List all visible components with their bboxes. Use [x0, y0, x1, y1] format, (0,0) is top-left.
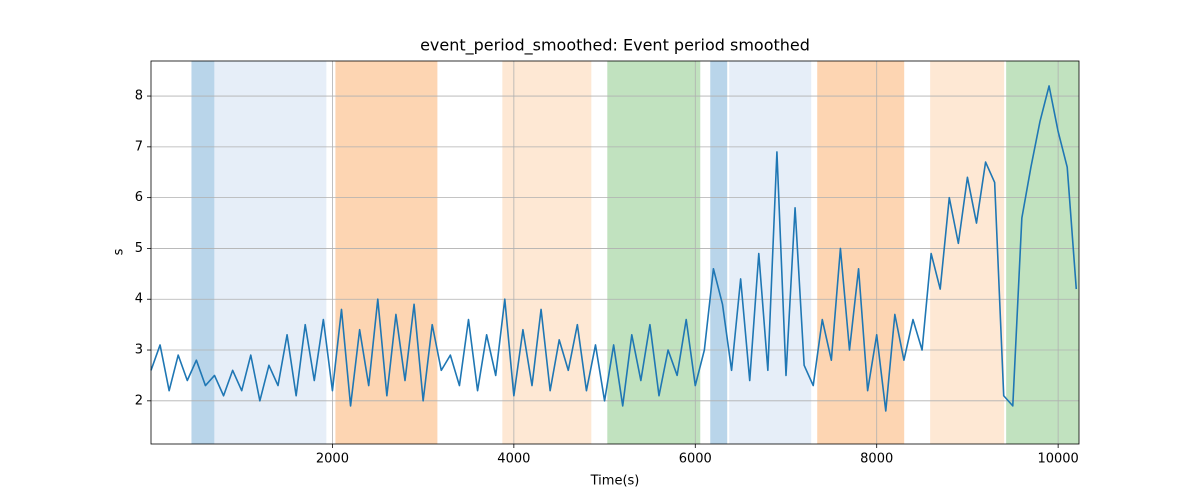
- grid: [151, 61, 1079, 444]
- span: [1006, 61, 1079, 444]
- y-axis-label: s: [112, 248, 127, 255]
- y-tick-label: 3: [135, 343, 143, 358]
- y-tick-label: 6: [135, 190, 143, 205]
- y-tick-label: 7: [135, 139, 143, 154]
- chart-title: event_period_smoothed: Event period smoo…: [420, 36, 810, 56]
- axes: 2000 4000 6000 8000 10000 2 3 4 5 6 7 8: [135, 60, 1080, 467]
- span: [607, 61, 701, 444]
- x-axis-label: Time(s): [590, 474, 640, 489]
- y-tick-label: 2: [135, 393, 143, 408]
- span: [191, 61, 215, 444]
- span: [214, 61, 327, 444]
- y-tick-label: 4: [135, 292, 143, 307]
- x-tick-label: 8000: [860, 452, 893, 467]
- x-tick-label: 6000: [679, 452, 712, 467]
- span: [930, 61, 1005, 444]
- y-tick-label: 8: [135, 89, 143, 104]
- plot-frame: [150, 60, 1080, 445]
- span: [502, 61, 592, 444]
- span: [335, 61, 438, 444]
- spans: [191, 61, 1079, 444]
- y-tick-label: 5: [135, 241, 143, 256]
- x-tick-label: 4000: [497, 452, 530, 467]
- x-tick-label: 10000: [1037, 452, 1078, 467]
- span: [817, 61, 905, 444]
- lines: [150, 85, 1078, 412]
- span: [710, 61, 728, 444]
- x-tick-label: 2000: [316, 452, 349, 467]
- span: [729, 61, 812, 444]
- data-line: [150, 85, 1078, 412]
